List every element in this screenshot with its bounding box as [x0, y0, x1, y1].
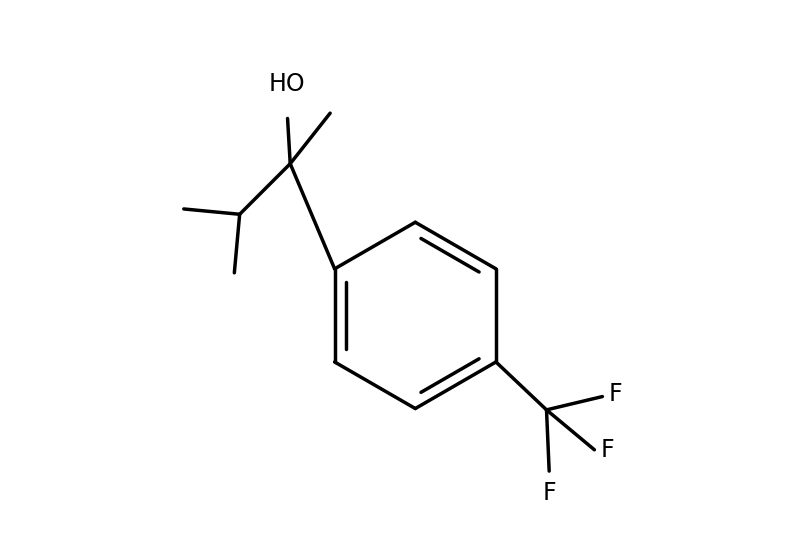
Text: F: F	[542, 480, 556, 505]
Text: F: F	[609, 382, 623, 406]
Text: HO: HO	[269, 72, 305, 96]
Text: F: F	[600, 438, 615, 462]
